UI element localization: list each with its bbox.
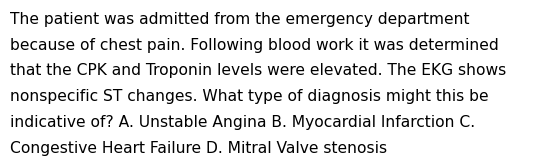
Text: Congestive Heart Failure D. Mitral Valve stenosis: Congestive Heart Failure D. Mitral Valve… — [10, 141, 387, 156]
Text: The patient was admitted from the emergency department: The patient was admitted from the emerge… — [10, 12, 469, 27]
Text: indicative of? A. Unstable Angina B. Myocardial Infarction C.: indicative of? A. Unstable Angina B. Myo… — [10, 115, 475, 130]
Text: because of chest pain. Following blood work it was determined: because of chest pain. Following blood w… — [10, 38, 499, 53]
Text: that the CPK and Troponin levels were elevated. The EKG shows: that the CPK and Troponin levels were el… — [10, 63, 506, 78]
Text: nonspecific ST changes. What type of diagnosis might this be: nonspecific ST changes. What type of dia… — [10, 89, 489, 104]
